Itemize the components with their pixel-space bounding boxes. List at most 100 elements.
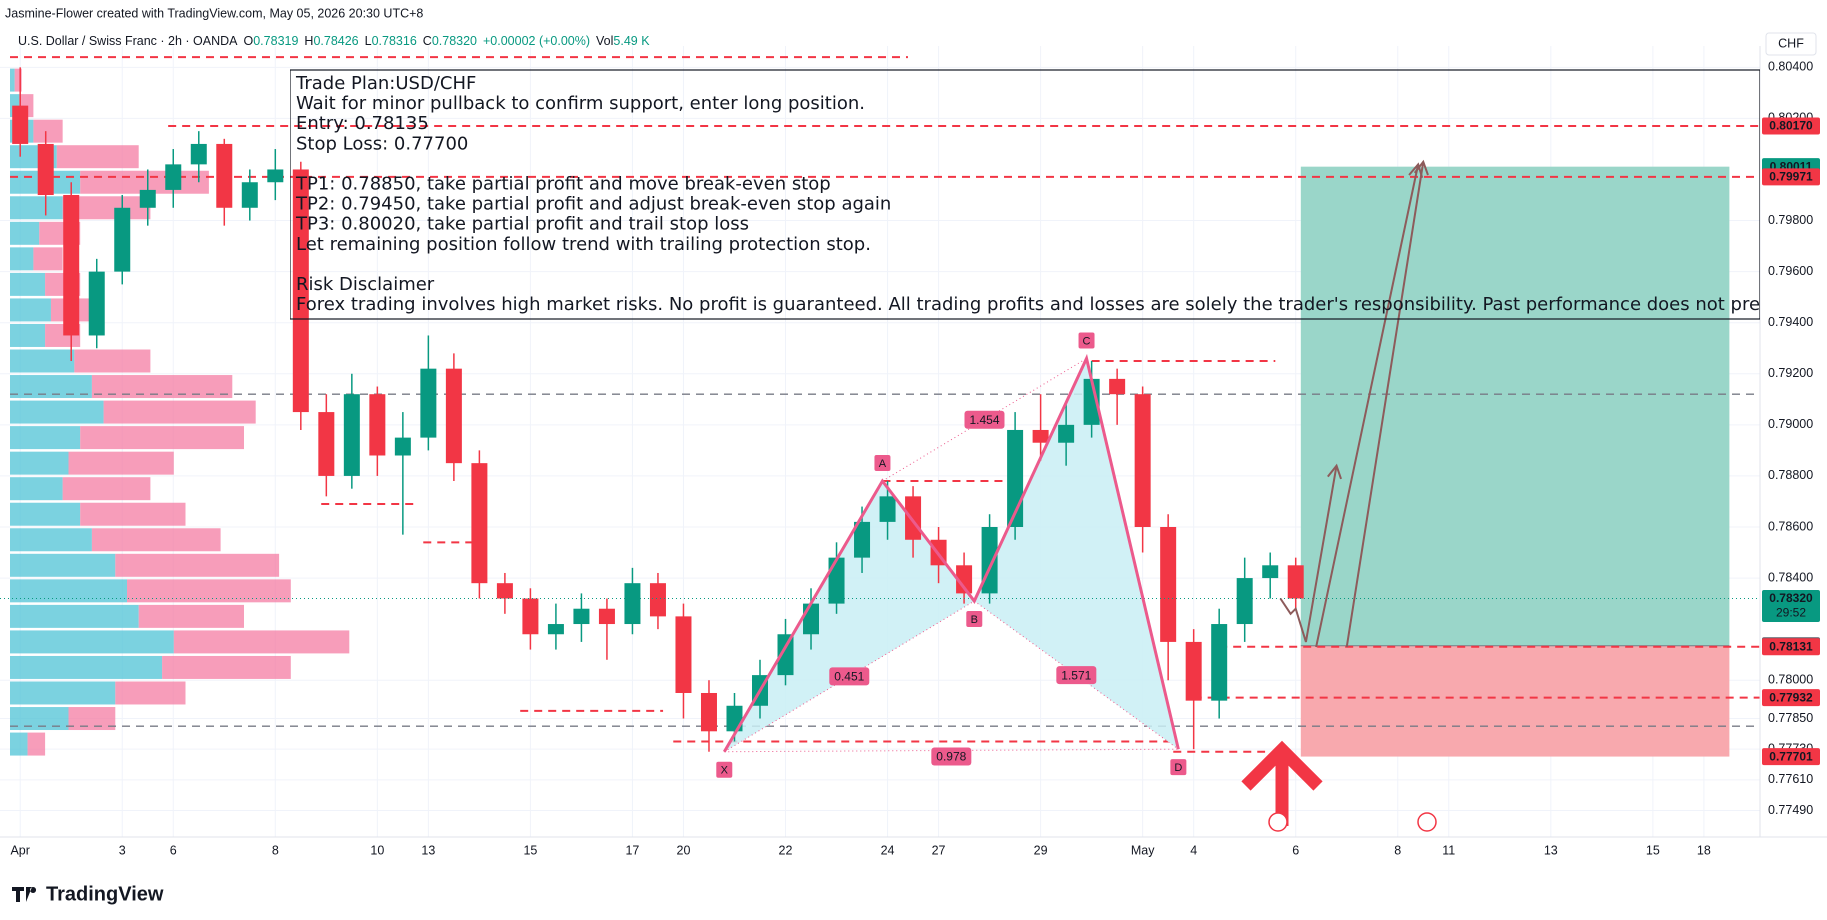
- volume-buy: [10, 349, 75, 373]
- candle-body: [1185, 641, 1202, 701]
- volume-sell: [80, 502, 186, 526]
- volume-buy: [10, 579, 127, 603]
- y-tick-label: 0.77850: [1768, 711, 1813, 725]
- ratio-box: [1056, 666, 1097, 685]
- candle-body: [649, 583, 666, 617]
- x-tick-label: 18: [1697, 843, 1711, 857]
- y-tick-label: 0.79400: [1768, 315, 1813, 329]
- brand: TradingView: [12, 883, 164, 905]
- candle-body: [369, 394, 386, 456]
- volume-sell: [173, 630, 350, 654]
- volume-sell: [162, 655, 291, 679]
- price-chip: [1762, 748, 1820, 766]
- price-chip-label: 0.77932: [1769, 690, 1813, 704]
- credit: Jasmine-Flower created with TradingView.…: [5, 6, 423, 20]
- candle-body: [12, 105, 29, 144]
- price-chip-label: 0.77701: [1769, 749, 1813, 763]
- ratio-label: 0.451: [834, 670, 864, 684]
- candle-body: [1032, 429, 1049, 443]
- x-tick-label: 15: [1646, 843, 1660, 857]
- volume-buy: [10, 681, 116, 705]
- candle-body: [1287, 565, 1304, 599]
- volume-buy: [10, 604, 139, 628]
- projection-arrow: [1345, 161, 1425, 648]
- ohlc-key: C: [423, 34, 432, 48]
- projection-arrow: [1315, 164, 1420, 648]
- plan-line: Trade Plan:USD/CHF: [295, 73, 476, 94]
- candle-body: [496, 583, 513, 599]
- price-chip-label: 0.78320: [1769, 591, 1813, 605]
- volume-buy: [10, 707, 69, 731]
- candle-body: [445, 368, 462, 464]
- x-tick-label: 8: [1394, 843, 1401, 857]
- price-chip: [1762, 689, 1820, 707]
- volume-sell: [115, 553, 280, 577]
- candle-body: [190, 143, 207, 165]
- volume-buy: [10, 732, 28, 756]
- symbol: U.S. Dollar / Swiss Franc · 2h · OANDA: [18, 34, 238, 48]
- candle-body: [318, 412, 335, 476]
- volume-buy: [10, 196, 63, 220]
- candle-body: [547, 624, 564, 635]
- volume-sell: [138, 604, 244, 628]
- y-tick-label: 0.77610: [1768, 772, 1813, 786]
- x-tick-label: 17: [625, 843, 639, 857]
- x-tick-label: 27: [932, 843, 946, 857]
- candle-body: [1236, 578, 1253, 625]
- candle-body: [624, 583, 641, 625]
- x-tick-label: 13: [1544, 843, 1558, 857]
- ratio-label: 1.571: [1061, 668, 1091, 682]
- price-chip: [1762, 117, 1820, 135]
- currency-box[interactable]: [1765, 32, 1817, 56]
- candle-body: [114, 207, 131, 272]
- point-label: D: [1174, 762, 1182, 774]
- volume-sell: [56, 145, 139, 169]
- price-chip: [1762, 168, 1820, 186]
- x-tick-label: 3: [119, 843, 126, 857]
- plan-line: TP1: 0.78850, take partial profit and mo…: [295, 174, 831, 195]
- x-tick-label: 13: [421, 843, 435, 857]
- volume-sell: [62, 477, 151, 501]
- point-box: [874, 455, 891, 472]
- ratio-box: [964, 410, 1005, 429]
- y-tick-label: 0.79200: [1768, 366, 1813, 380]
- ratio-box: [829, 667, 870, 686]
- candle-body: [292, 169, 309, 413]
- y-tick-label: 0.78400: [1768, 570, 1813, 584]
- loss-zone: [1300, 645, 1730, 757]
- candle-body: [267, 169, 284, 183]
- point-label: B: [971, 614, 978, 626]
- candle-body: [420, 368, 437, 438]
- candle-body: [803, 603, 820, 635]
- volume-buy: [10, 528, 92, 552]
- candle-body: [1109, 378, 1126, 395]
- y-tick-label: 0.78600: [1768, 519, 1813, 533]
- volume-sell: [27, 732, 46, 756]
- signal-arrow: [1241, 740, 1437, 832]
- event-flag[interactable]: [1268, 812, 1288, 832]
- event-flag[interactable]: [1417, 812, 1437, 832]
- plan-line: TP3: 0.80020, take partial profit and tr…: [295, 214, 749, 235]
- x-tick-label: 10: [370, 843, 384, 857]
- plan-line: Entry: 0.78135: [296, 113, 429, 134]
- pattern-fill: [974, 358, 1179, 750]
- ohlc-key: H: [304, 34, 313, 48]
- candle-body: [1058, 424, 1075, 443]
- x-tick-label: 15: [523, 843, 537, 857]
- point-box: [1170, 759, 1187, 776]
- candle-body: [165, 164, 182, 190]
- point-label: C: [1083, 335, 1091, 347]
- volume-buy: [10, 426, 81, 450]
- y-tick-label: 0.79800: [1768, 213, 1813, 227]
- volume-sell: [33, 119, 63, 143]
- currency: CHF: [1778, 36, 1804, 50]
- candle-body: [905, 496, 922, 540]
- profit-zone: [1300, 166, 1730, 646]
- x-tick-label: 4: [1190, 843, 1197, 857]
- plan-box: [290, 69, 1760, 320]
- volume-sell: [115, 681, 186, 705]
- volume-buy: [10, 272, 46, 296]
- y-tick-label: 0.80400: [1768, 60, 1813, 74]
- volume-sell: [91, 375, 233, 399]
